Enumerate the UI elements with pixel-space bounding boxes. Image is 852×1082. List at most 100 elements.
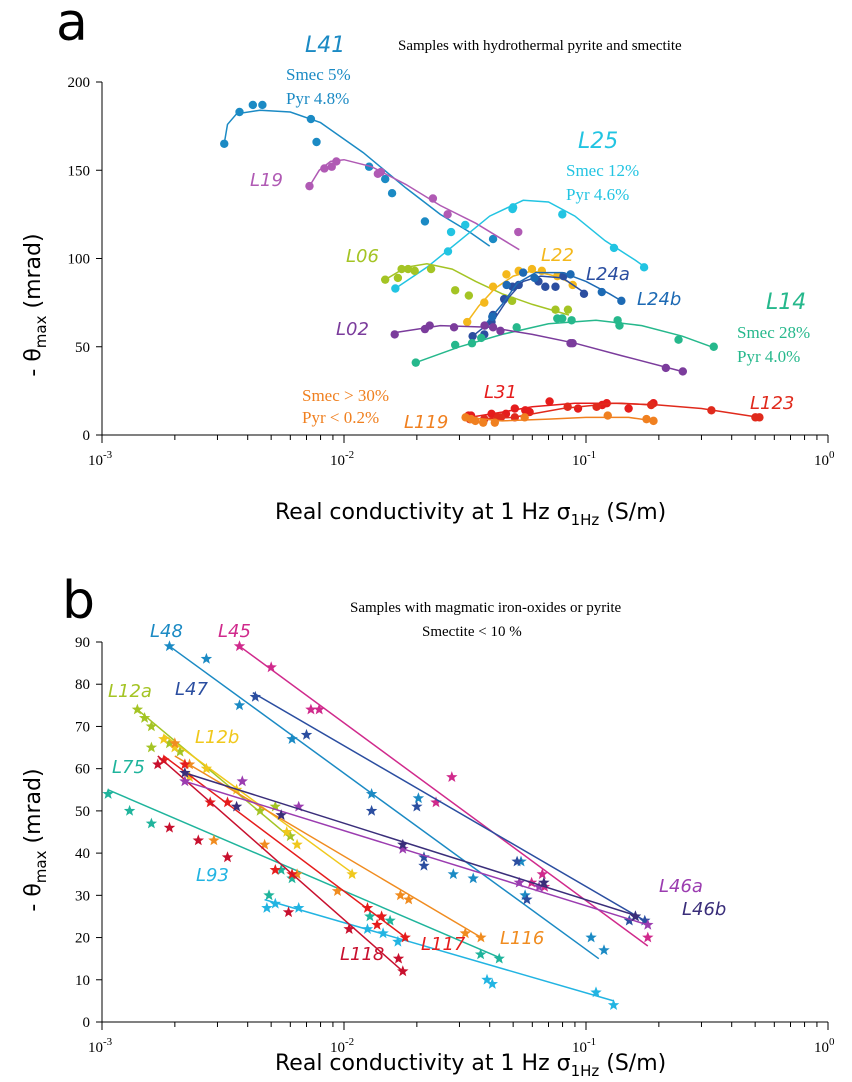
data-point-L75 (493, 952, 505, 964)
data-point-L46b (275, 809, 287, 820)
y-tick-label: 50 (75, 804, 90, 820)
series-label-L24a: L24a (586, 264, 630, 285)
data-point-L41 (312, 137, 321, 147)
y-tick-label: 70 (75, 719, 90, 735)
data-point-L24b (566, 270, 575, 279)
series-label-L117: L117 (421, 934, 466, 955)
x-tick-label: 10-3 (88, 1036, 113, 1056)
data-point-L19 (376, 167, 386, 177)
data-point-L123 (510, 413, 520, 422)
data-point-L25 (446, 227, 456, 237)
data-point-L31 (487, 409, 496, 419)
data-point-L06 (410, 266, 419, 276)
series-L25: L25 Smec 12% Pyr 4.6% (391, 129, 649, 293)
data-point-L02 (425, 321, 434, 330)
data-point-L93 (481, 973, 493, 985)
data-point-L24a (514, 280, 523, 290)
data-point-L48 (467, 872, 479, 884)
data-point-L75 (263, 889, 275, 901)
data-point-L93 (392, 935, 404, 947)
data-point-L46a (642, 918, 654, 930)
series-L41: L41 Smec 5% Pyr 4.8% (220, 33, 498, 247)
data-point-L46a (179, 775, 191, 787)
series-L48: L48 (150, 621, 610, 960)
data-point-L118 (397, 965, 409, 977)
panel-a-title: Samples with hydrothermal pyrite and sme… (398, 38, 682, 54)
data-point-L24b (518, 268, 528, 277)
data-point-L119 (642, 414, 651, 424)
data-point-L93 (361, 923, 374, 934)
data-point-L93 (377, 927, 389, 939)
data-point-L12b (158, 733, 170, 744)
fit-curve-L41 (223, 109, 491, 247)
data-point-L48 (447, 868, 459, 880)
data-point-L25 (461, 220, 470, 230)
data-point-L24b (502, 280, 511, 290)
data-point-L24b (597, 287, 606, 297)
data-point-L116 (291, 868, 303, 880)
series-L45: L45 (218, 621, 654, 947)
series-L02: L02 (336, 319, 688, 376)
data-point-L12a (131, 703, 144, 715)
data-point-L12b (183, 771, 196, 782)
data-point-L24a (579, 289, 589, 298)
data-point-L45 (313, 703, 325, 715)
data-point-L123 (707, 406, 716, 415)
data-point-L119 (478, 418, 488, 427)
x-tick-label: 10-3 (88, 449, 113, 469)
series-L93: L93 (196, 865, 620, 1010)
fit-line-L93 (264, 898, 614, 1002)
data-point-L22 (463, 317, 472, 327)
data-point-L12b (346, 868, 358, 880)
data-point-L45 (536, 868, 548, 880)
series-label-L22: L22 (541, 245, 574, 266)
series-label-L46a: L46a (659, 876, 703, 897)
y-tick-label: 80 (75, 677, 90, 693)
y-tick-label: 0 (83, 1015, 91, 1031)
series-label-L48: L48 (150, 621, 183, 642)
y-tick-label: 200 (68, 75, 91, 91)
data-point-L19 (320, 164, 329, 173)
fit-line-L118 (157, 755, 404, 972)
data-point-L24b (488, 312, 497, 321)
data-point-L46a (397, 842, 409, 854)
data-point-L117 (399, 931, 411, 943)
data-point-L12a (174, 745, 186, 757)
data-point-L12a (269, 800, 281, 812)
composition-label-L14: Pyr 4.0% (737, 347, 800, 366)
data-point-L06 (563, 305, 573, 314)
data-point-L14 (709, 342, 718, 351)
series-L46a: L46a (179, 775, 703, 930)
data-point-L14 (567, 316, 576, 325)
series-label-L12b: L12b (195, 727, 239, 748)
data-point-L47 (511, 855, 523, 867)
data-point-L12b (281, 826, 293, 837)
data-point-L75 (102, 788, 114, 799)
series-label-L25: L25 (578, 129, 618, 154)
data-point-L12a (145, 720, 158, 732)
fit-line-L12a (136, 709, 295, 841)
fit-line-L75 (107, 789, 503, 960)
data-point-L46b (397, 838, 409, 850)
data-point-L24b (530, 273, 539, 283)
data-point-L116 (402, 893, 415, 905)
data-point-L02 (678, 367, 688, 376)
data-point-L02 (496, 326, 505, 336)
series-L118: L118 (152, 755, 409, 977)
panel-b-letter: b (62, 571, 95, 631)
data-point-L48 (286, 733, 298, 744)
data-point-L93 (269, 897, 281, 909)
series-label-L41: L41 (305, 33, 345, 58)
data-point-L06 (507, 296, 517, 306)
data-point-L93 (293, 902, 305, 913)
data-point-L25 (391, 284, 400, 293)
series-label-L12a: L12a (108, 681, 152, 702)
data-point-L119 (603, 411, 612, 420)
data-point-L25 (558, 210, 567, 219)
y-tick-label: 10 (75, 973, 90, 989)
data-point-L19 (443, 210, 452, 219)
data-point-L93 (590, 986, 602, 998)
data-point-L46b (230, 800, 243, 812)
data-point-L14 (477, 333, 486, 343)
data-point-L116 (183, 758, 196, 770)
